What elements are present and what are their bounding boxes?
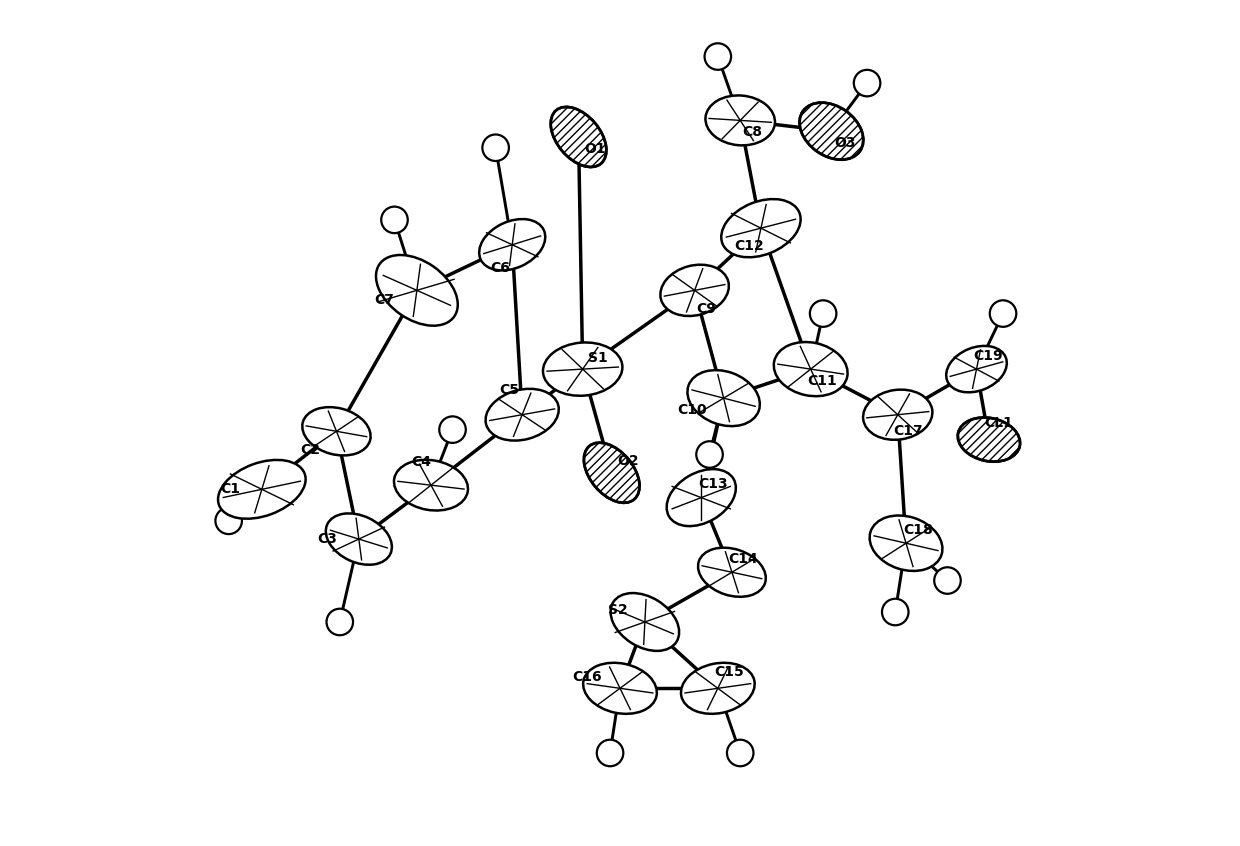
Text: O3: O3 bbox=[835, 135, 856, 150]
Ellipse shape bbox=[687, 370, 760, 426]
Circle shape bbox=[697, 442, 723, 468]
Circle shape bbox=[216, 508, 242, 534]
Text: C18: C18 bbox=[903, 523, 932, 537]
Circle shape bbox=[704, 43, 732, 70]
Text: C8: C8 bbox=[742, 125, 761, 139]
Ellipse shape bbox=[376, 255, 458, 326]
Ellipse shape bbox=[957, 418, 1021, 462]
Text: C16: C16 bbox=[572, 670, 601, 684]
Ellipse shape bbox=[661, 265, 729, 316]
Circle shape bbox=[810, 300, 837, 327]
Text: C15: C15 bbox=[714, 665, 744, 678]
Text: O1: O1 bbox=[584, 141, 606, 156]
Ellipse shape bbox=[863, 390, 932, 440]
Ellipse shape bbox=[800, 102, 863, 160]
Text: C4: C4 bbox=[410, 455, 432, 469]
Text: O2: O2 bbox=[618, 454, 639, 468]
Circle shape bbox=[596, 739, 624, 766]
Ellipse shape bbox=[394, 460, 467, 510]
Circle shape bbox=[990, 300, 1017, 327]
Ellipse shape bbox=[584, 442, 640, 503]
Ellipse shape bbox=[610, 593, 680, 651]
Circle shape bbox=[326, 609, 353, 635]
Text: C10: C10 bbox=[677, 403, 707, 417]
Text: C3: C3 bbox=[317, 532, 337, 546]
Circle shape bbox=[381, 206, 408, 233]
Ellipse shape bbox=[479, 219, 546, 271]
Circle shape bbox=[482, 135, 508, 161]
Text: C1: C1 bbox=[221, 482, 241, 497]
Text: C13: C13 bbox=[698, 477, 728, 492]
Circle shape bbox=[727, 739, 754, 766]
Text: S1: S1 bbox=[588, 350, 608, 365]
Text: S2: S2 bbox=[609, 603, 629, 618]
Ellipse shape bbox=[583, 662, 657, 714]
Ellipse shape bbox=[543, 343, 622, 396]
Text: C14: C14 bbox=[729, 552, 759, 566]
Text: CL1: CL1 bbox=[985, 416, 1013, 430]
Ellipse shape bbox=[722, 199, 801, 257]
Ellipse shape bbox=[551, 107, 606, 167]
Text: C6: C6 bbox=[491, 261, 511, 275]
Ellipse shape bbox=[303, 407, 371, 455]
Circle shape bbox=[854, 70, 880, 96]
Ellipse shape bbox=[326, 514, 392, 565]
Text: C12: C12 bbox=[734, 239, 764, 254]
Text: C19: C19 bbox=[973, 349, 1003, 363]
Ellipse shape bbox=[218, 460, 305, 519]
Ellipse shape bbox=[681, 662, 755, 714]
Text: C17: C17 bbox=[893, 425, 923, 438]
Ellipse shape bbox=[667, 470, 735, 526]
Ellipse shape bbox=[706, 96, 775, 146]
Circle shape bbox=[439, 416, 466, 443]
Ellipse shape bbox=[946, 346, 1007, 393]
Ellipse shape bbox=[486, 389, 559, 441]
Text: C2: C2 bbox=[300, 442, 320, 457]
Text: C11: C11 bbox=[807, 374, 837, 387]
Ellipse shape bbox=[869, 515, 942, 571]
Circle shape bbox=[934, 568, 961, 594]
Ellipse shape bbox=[774, 342, 848, 396]
Ellipse shape bbox=[698, 547, 766, 596]
Circle shape bbox=[882, 599, 909, 625]
Text: C9: C9 bbox=[697, 301, 717, 316]
Text: C5: C5 bbox=[500, 383, 520, 397]
Text: C7: C7 bbox=[373, 294, 393, 307]
